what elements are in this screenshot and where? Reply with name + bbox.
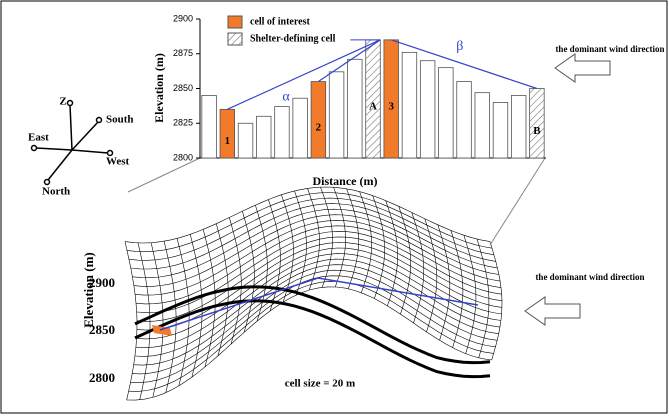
y-tick-label: 2900	[173, 13, 193, 23]
wind-arrow	[524, 296, 581, 326]
mesh-line	[150, 242, 164, 398]
y-tick-label: 2875	[173, 48, 193, 58]
shelter-line	[227, 39, 381, 110]
wind-label: the dominant wind direction	[535, 272, 644, 282]
mesh-line	[136, 236, 503, 322]
mesh-line	[242, 211, 255, 333]
mesh-line	[359, 191, 372, 293]
mesh-line	[307, 188, 320, 291]
bar	[365, 39, 381, 159]
shelter-line	[159, 277, 479, 331]
projection-line	[127, 157, 201, 193]
mesh-line	[424, 218, 438, 332]
mesh-line	[176, 238, 190, 386]
mesh-line	[476, 238, 490, 358]
mesh-line	[189, 234, 203, 378]
compass-label: South	[106, 114, 134, 126]
wind-label: the dominant wind direction	[555, 44, 664, 54]
mesh-line	[137, 242, 151, 400]
mesh-line	[385, 200, 399, 306]
mesh-line	[202, 229, 216, 368]
shelter-line	[318, 39, 381, 83]
bar	[456, 81, 472, 159]
shelter-line	[391, 39, 538, 90]
bar	[474, 92, 490, 159]
mesh-line	[320, 186, 333, 288]
bar	[201, 95, 217, 159]
bar-label: 2	[316, 121, 322, 133]
mesh-line	[411, 212, 425, 324]
mesh-line	[130, 275, 496, 383]
bar	[438, 67, 454, 159]
wind-arrow	[554, 53, 611, 83]
mesh-line	[463, 235, 477, 354]
bar	[310, 81, 327, 159]
mesh-line	[294, 190, 307, 296]
bar	[237, 122, 254, 159]
bar	[347, 58, 363, 159]
compass	[30, 99, 114, 186]
bar	[383, 39, 399, 159]
mesh-line	[346, 188, 359, 289]
profile	[134, 299, 491, 379]
bar-chart: 2800 2825 2850 2875 2900 Elevation (m) Distanc…	[152, 13, 546, 188]
angle-label: α	[282, 90, 290, 105]
bar	[510, 95, 527, 159]
mesh-line	[372, 195, 385, 299]
profile	[134, 285, 491, 365]
bar	[292, 97, 308, 159]
y-axis-label: Elevation (m)	[152, 53, 166, 123]
legend-label: cell of interest	[250, 16, 310, 27]
mesh-line	[398, 206, 412, 315]
bar-label: A	[369, 100, 377, 112]
mesh-tick: 2900	[89, 275, 115, 290]
mesh-line	[133, 214, 499, 287]
bar	[219, 108, 236, 159]
bar	[274, 106, 290, 159]
y-tick-label: 2850	[173, 83, 193, 93]
bar-label: B	[533, 125, 541, 137]
y-tick-label: 2825	[173, 118, 193, 128]
compass-label: North	[42, 186, 70, 198]
y-tick-label: 2800	[173, 152, 193, 162]
mesh-line	[124, 241, 138, 401]
bar-label: 3	[388, 100, 394, 112]
mesh	[124, 186, 503, 401]
compass-label: West	[106, 156, 130, 168]
legend-swatch	[227, 15, 243, 29]
bar	[256, 115, 272, 159]
legend-swatch	[227, 32, 243, 46]
bar	[401, 51, 418, 159]
angle-label: β	[456, 39, 463, 54]
compass-label: Z	[59, 96, 66, 108]
mesh-line	[229, 217, 242, 345]
compass-label: East	[28, 132, 49, 144]
mesh-line	[489, 241, 503, 361]
mesh-tick: 2800	[89, 370, 115, 385]
cell-size-note: cell size = 20 m	[285, 378, 355, 390]
mesh-y-label: Elevation (m)	[81, 252, 96, 327]
bar-label: 1	[225, 135, 231, 147]
bar	[492, 102, 509, 159]
projection-line	[489, 157, 546, 246]
mesh-tick: 2850	[89, 322, 115, 337]
mesh-line	[281, 194, 294, 303]
legend-label: Shelter-defining cell	[250, 33, 336, 44]
mesh-line	[333, 187, 346, 287]
mesh-line	[437, 224, 451, 341]
bar	[529, 88, 545, 159]
mesh-line	[135, 219, 501, 296]
mesh-line	[163, 241, 177, 393]
bar	[419, 60, 436, 159]
bar	[328, 71, 345, 159]
mesh-line	[450, 230, 464, 348]
x-axis-label: Distance (m)	[313, 174, 378, 188]
mesh-line	[126, 192, 493, 253]
